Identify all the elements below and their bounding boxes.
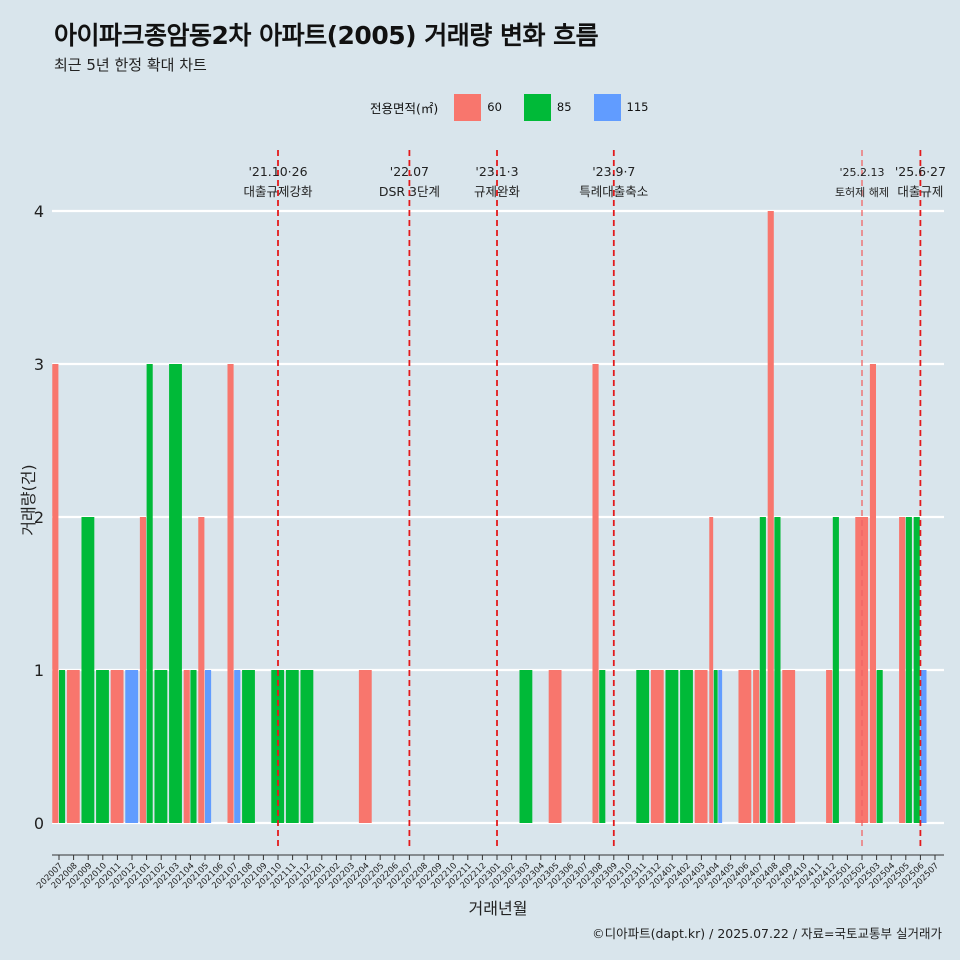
y-tick-label: 3 (34, 355, 44, 374)
bar-60-202104 (183, 670, 190, 823)
bar-60-202409 (782, 670, 796, 823)
bar-85-202402 (680, 670, 693, 823)
bar-85-202108 (242, 670, 255, 823)
event-name-label: DSR 3단계 (379, 184, 440, 199)
event-name-label: 대출규제 (897, 184, 943, 199)
bar-85-202412 (832, 517, 839, 823)
bar-60-202403 (694, 670, 708, 823)
bar-85-202308 (599, 670, 606, 823)
bar-60-202204 (358, 670, 372, 823)
bar-85-202506 (913, 517, 920, 823)
y-tick-label: 4 (34, 202, 44, 221)
x-axis-title: 거래년월 (469, 899, 528, 918)
event-date-label: '23.1·3 (475, 164, 518, 179)
bar-60-202107 (227, 364, 234, 823)
bar-85-202110 (271, 670, 285, 823)
bar-115-202107 (234, 670, 241, 823)
bar-85-202007 (59, 670, 66, 823)
bar-85-202009 (81, 517, 95, 823)
event-date-label: '25.6·27 (895, 164, 946, 179)
bar-85-202311 (636, 670, 650, 823)
bar-60-202008 (66, 670, 80, 823)
bar-60-202503 (869, 364, 876, 823)
legend-swatch-60 (454, 93, 482, 121)
chart-title: 아이파크종암동2차 아파트(2005) 거래량 변화 흐름 (54, 21, 599, 50)
bar-60-202404 (709, 517, 714, 823)
event-date-label: '25.2.13 (839, 166, 884, 179)
bar-60-202011 (110, 670, 124, 823)
bar-60-202408 (767, 211, 774, 823)
bar-85-202101 (146, 364, 153, 823)
event-date-label: '21.10·26 (248, 164, 307, 179)
bar-85-202503 (876, 670, 883, 823)
source-caption: ©디아파트(dapt.kr) / 2025.07.22 / 자료=국토교통부 실… (592, 926, 942, 941)
y-tick-label: 0 (34, 814, 44, 833)
bar-60-202407 (753, 670, 760, 823)
legend: 전용면적(㎡) 60 85 115 (370, 93, 665, 121)
bar-60-202101 (139, 517, 146, 823)
event-date-label: '22.07 (390, 164, 429, 179)
bar-60-202105 (198, 517, 205, 823)
bar-85-202111 (285, 670, 299, 823)
chart-subtitle: 최근 5년 한정 확대 차트 (54, 56, 207, 74)
event-name-label: 특례대출축소 (579, 184, 648, 199)
bar-60-202312 (650, 670, 664, 823)
bar-85-202010 (96, 670, 109, 823)
legend-label-115: 115 (626, 100, 649, 114)
bar-85-202104 (190, 670, 197, 823)
bar-85-202103 (169, 364, 182, 823)
legend-swatch-85 (523, 93, 551, 121)
legend-swatch-115 (593, 93, 621, 121)
bar-85-202102 (154, 670, 168, 823)
bar-85-202407 (759, 517, 766, 823)
bar-115-202012 (125, 670, 139, 823)
bar-60-202305 (548, 670, 562, 823)
event-name-label: 대출규제강화 (243, 184, 313, 199)
y-tick-label: 2 (34, 508, 44, 527)
bar-60-202308 (592, 364, 599, 823)
y-tick-label: 1 (34, 661, 44, 680)
bar-85-202303 (519, 670, 533, 823)
bar-85-202112 (300, 670, 314, 823)
bar-60-202406 (738, 670, 752, 823)
bar-115-202105 (205, 670, 212, 823)
event-name-label: 규제완화 (474, 184, 521, 199)
bar-85-202401 (665, 670, 679, 823)
bar-85-202505 (905, 517, 912, 823)
bar-115-202404 (718, 670, 723, 823)
bar-115-202506 (920, 670, 927, 823)
bar-60-202505 (899, 517, 906, 823)
bar-60-202007 (52, 364, 59, 823)
event-date-label: '23.9·7 (592, 164, 635, 179)
legend-label-60: 60 (487, 100, 502, 114)
bar-60-202412 (826, 670, 833, 823)
legend-title: 전용면적(㎡) (370, 100, 439, 116)
y-axis-title: 거래량(건) (19, 464, 38, 535)
legend-label-85: 85 (556, 100, 572, 114)
bar-85-202408 (774, 517, 781, 823)
bar-85-202404 (713, 670, 718, 823)
event-name-label: 토허제 해제 (835, 185, 889, 199)
